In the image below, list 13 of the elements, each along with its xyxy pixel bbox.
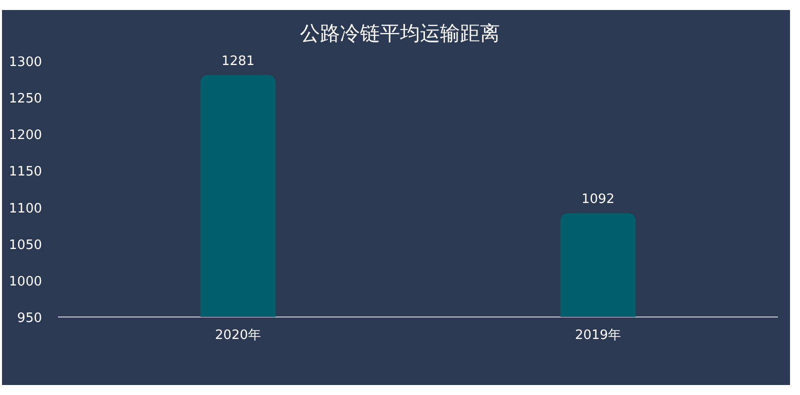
y-tick-label: 1150 xyxy=(8,164,42,180)
y-tick-label: 1250 xyxy=(8,92,42,107)
y-tick-label: 950 xyxy=(17,311,42,326)
chart-title: 公路冷链平均运输距离 xyxy=(300,21,500,45)
y-tick-label: 1300 xyxy=(8,55,42,70)
x-tick-label: 2020年 xyxy=(214,328,262,343)
y-tick-label: 1100 xyxy=(8,201,42,216)
y-tick-label: 1200 xyxy=(8,128,42,144)
data-label: 1092 xyxy=(581,192,615,208)
y-tick-label: 1050 xyxy=(8,238,42,253)
data-label: 1281 xyxy=(221,54,255,69)
y-tick-label: 1000 xyxy=(8,274,42,290)
x-tick-label: 2019年 xyxy=(574,328,622,343)
